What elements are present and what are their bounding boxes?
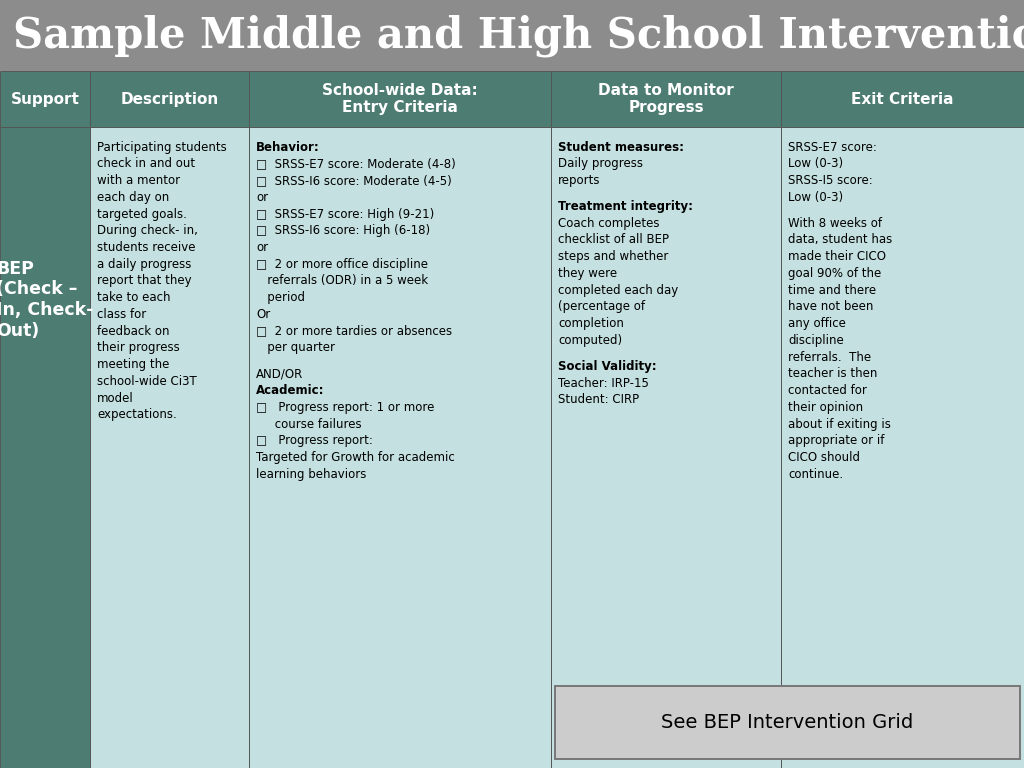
Bar: [249, 127, 551, 768]
Text: AND/OR: AND/OR: [256, 367, 303, 380]
Text: school-wide Ci3T: school-wide Ci3T: [97, 375, 197, 388]
Bar: [249, 71, 551, 127]
Bar: [0, 71, 90, 127]
Text: learning behaviors: learning behaviors: [256, 468, 367, 481]
Bar: [551, 127, 781, 768]
Bar: [90, 71, 249, 127]
Text: (percentage of: (percentage of: [558, 300, 645, 313]
Bar: [0, 127, 90, 768]
Text: completed each day: completed each day: [558, 283, 678, 296]
Text: School-wide Data:
Entry Criteria: School-wide Data: Entry Criteria: [322, 83, 478, 115]
Text: Sample Middle and High School Intervention Grid: Sample Middle and High School Interventi…: [13, 15, 1024, 57]
Text: a daily progress: a daily progress: [97, 258, 191, 271]
Text: □  SRSS-I6 score: High (6-18): □ SRSS-I6 score: High (6-18): [256, 224, 430, 237]
Text: class for: class for: [97, 308, 146, 321]
Text: Teacher: IRP-15: Teacher: IRP-15: [558, 376, 649, 389]
Text: take to each: take to each: [97, 291, 171, 304]
Text: made their CICO: made their CICO: [788, 250, 887, 263]
Text: they were: they were: [558, 267, 617, 280]
Text: report that they: report that they: [97, 274, 191, 287]
Text: Treatment integrity:: Treatment integrity:: [558, 200, 693, 213]
Text: completion: completion: [558, 317, 624, 330]
Text: Exit Criteria: Exit Criteria: [851, 91, 954, 107]
Text: Targeted for Growth for academic: Targeted for Growth for academic: [256, 451, 455, 464]
Text: See BEP Intervention Grid: See BEP Intervention Grid: [662, 713, 913, 732]
Text: Student measures:: Student measures:: [558, 141, 684, 154]
Text: continue.: continue.: [788, 468, 844, 481]
Text: model: model: [97, 392, 134, 405]
Text: SRSS-I5 score:: SRSS-I5 score:: [788, 174, 873, 187]
Text: course failures: course failures: [256, 418, 361, 431]
Text: □  SRSS-E7 score: High (9-21): □ SRSS-E7 score: High (9-21): [256, 207, 434, 220]
Text: or: or: [256, 190, 268, 204]
Text: with a mentor: with a mentor: [97, 174, 180, 187]
Text: have not been: have not been: [788, 300, 873, 313]
Text: steps and whether: steps and whether: [558, 250, 669, 263]
Text: data, student has: data, student has: [788, 233, 893, 247]
Text: □  2 or more office discipline: □ 2 or more office discipline: [256, 258, 428, 271]
Text: Academic:: Academic:: [256, 384, 325, 397]
Text: CICO should: CICO should: [788, 451, 860, 464]
Text: □   Progress report: 1 or more: □ Progress report: 1 or more: [256, 401, 434, 414]
Bar: [555, 686, 1020, 759]
Text: During check- in,: During check- in,: [97, 224, 199, 237]
Bar: [90, 127, 249, 768]
Text: each day on: each day on: [97, 190, 170, 204]
Text: Low (0-3): Low (0-3): [788, 190, 844, 204]
Text: BEP
(Check –
In, Check-
Out): BEP (Check – In, Check- Out): [0, 260, 94, 340]
Text: Behavior:: Behavior:: [256, 141, 319, 154]
Text: Or: Or: [256, 308, 270, 321]
Text: expectations.: expectations.: [97, 409, 177, 422]
Text: □  SRSS-E7 score: Moderate (4-8): □ SRSS-E7 score: Moderate (4-8): [256, 157, 456, 170]
Text: Student: CIRP: Student: CIRP: [558, 393, 639, 406]
Text: Low (0-3): Low (0-3): [788, 157, 844, 170]
Text: targeted goals.: targeted goals.: [97, 207, 187, 220]
Bar: [781, 71, 1024, 127]
Text: checklist of all BEP: checklist of all BEP: [558, 233, 669, 247]
Text: Daily progress: Daily progress: [558, 157, 643, 170]
Text: Data to Monitor
Progress: Data to Monitor Progress: [598, 83, 734, 115]
Text: their opinion: their opinion: [788, 401, 863, 414]
Text: referrals (ODR) in a 5 week: referrals (ODR) in a 5 week: [256, 274, 428, 287]
Text: referrals.  The: referrals. The: [788, 351, 871, 364]
Text: about if exiting is: about if exiting is: [788, 418, 891, 431]
Text: SRSS-E7 score:: SRSS-E7 score:: [788, 141, 878, 154]
Text: Participating students: Participating students: [97, 141, 227, 154]
Text: period: period: [256, 291, 305, 304]
Text: appropriate or if: appropriate or if: [788, 435, 885, 448]
Text: □   Progress report:: □ Progress report:: [256, 435, 373, 448]
Bar: [0, 0, 1024, 71]
Text: contacted for: contacted for: [788, 384, 867, 397]
Text: per quarter: per quarter: [256, 342, 335, 355]
Bar: [781, 127, 1024, 768]
Text: or: or: [256, 241, 268, 254]
Text: With 8 weeks of: With 8 weeks of: [788, 217, 883, 230]
Text: goal 90% of the: goal 90% of the: [788, 267, 882, 280]
Text: Coach completes: Coach completes: [558, 217, 659, 230]
Text: any office: any office: [788, 317, 847, 330]
Text: □  2 or more tardies or absences: □ 2 or more tardies or absences: [256, 325, 453, 338]
Text: Support: Support: [10, 91, 80, 107]
Text: reports: reports: [558, 174, 601, 187]
Text: time and there: time and there: [788, 283, 877, 296]
Text: computed): computed): [558, 334, 623, 347]
Text: Social Validity:: Social Validity:: [558, 360, 656, 373]
Text: their progress: their progress: [97, 342, 180, 355]
Text: discipline: discipline: [788, 334, 844, 347]
Text: meeting the: meeting the: [97, 358, 170, 371]
Text: Description: Description: [121, 91, 218, 107]
Text: teacher is then: teacher is then: [788, 367, 878, 380]
Bar: [551, 71, 781, 127]
Text: check in and out: check in and out: [97, 157, 196, 170]
Text: students receive: students receive: [97, 241, 196, 254]
Text: feedback on: feedback on: [97, 325, 170, 338]
Text: □  SRSS-I6 score: Moderate (4-5): □ SRSS-I6 score: Moderate (4-5): [256, 174, 452, 187]
